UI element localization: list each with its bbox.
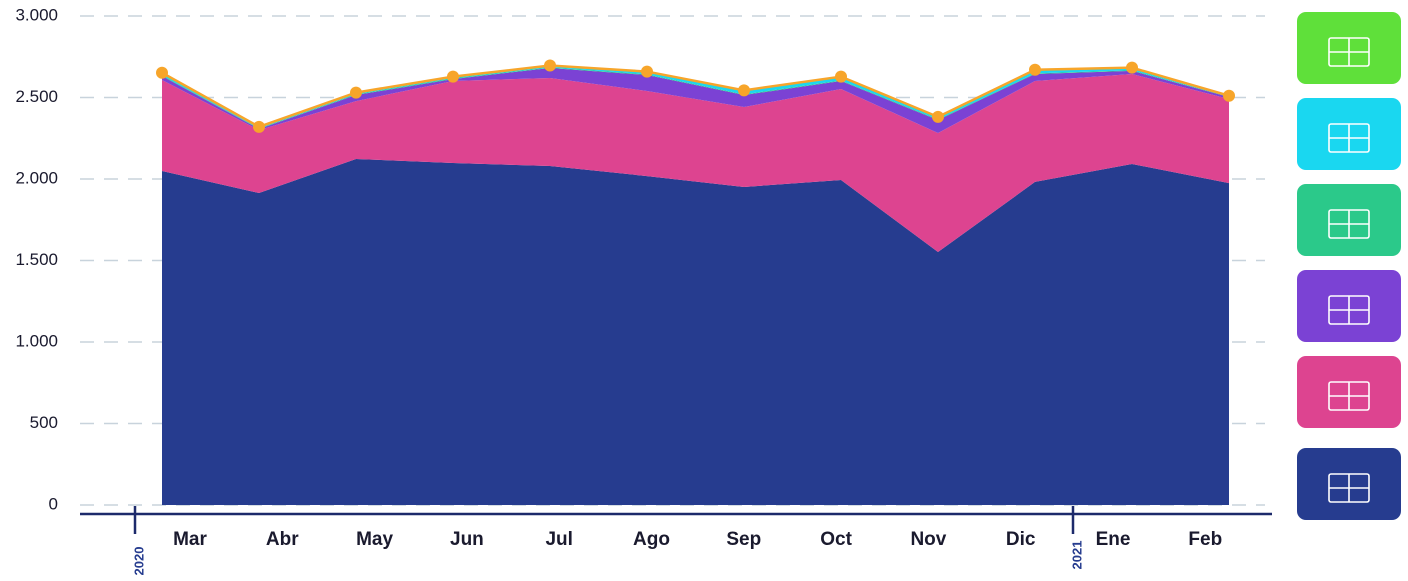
y-tick-label: 1.000 [15, 331, 58, 350]
total-point [544, 59, 556, 72]
total-point [641, 65, 653, 78]
icon-glyph [1328, 123, 1370, 153]
icon-glyph [1328, 37, 1370, 67]
x-tick-label: Ene [1096, 529, 1131, 550]
x-tick-label: Abr [266, 529, 299, 550]
year-label: 2021 [1069, 541, 1084, 570]
x-tick-label: Mar [173, 529, 207, 550]
y-tick-label: 2.000 [15, 168, 58, 187]
x-tick-label: Sep [726, 529, 761, 550]
icon-glyph [1328, 473, 1370, 503]
area [162, 67, 1229, 129]
total-line [161, 64, 1230, 129]
y-tick-label: 2.500 [15, 87, 58, 106]
total-point [253, 120, 265, 133]
y-tick-label: 500 [30, 413, 58, 432]
total-point [1126, 61, 1138, 74]
x-tick-label: Nov [910, 529, 946, 550]
x-tick-label: Dic [1006, 529, 1036, 550]
y-tick-label: 3.000 [15, 5, 58, 24]
total-point [1029, 63, 1041, 76]
y-tick-label: 1.500 [15, 250, 58, 269]
total-point [835, 70, 847, 83]
total-point [932, 110, 944, 123]
area [162, 67, 1229, 134]
total-point [447, 70, 459, 83]
x-tick-label: Jul [545, 529, 572, 550]
icon-glyph [1328, 381, 1370, 411]
x-tick-label: Ago [633, 529, 670, 550]
area [162, 158, 1229, 506]
x-tick-label: Feb [1188, 529, 1222, 550]
x-tick-label: Oct [820, 529, 852, 550]
icon-glyph [1328, 209, 1370, 239]
total-point [738, 84, 750, 97]
total-point [156, 66, 168, 79]
total-point [1223, 89, 1235, 102]
y-tick-label: 0 [49, 494, 58, 513]
area [162, 74, 1229, 253]
year-label: 2020 [131, 547, 146, 576]
x-tick-label: May [356, 529, 393, 550]
x-tick-label: Jun [450, 529, 484, 550]
total-point [350, 86, 362, 99]
icon-glyph [1328, 295, 1370, 325]
